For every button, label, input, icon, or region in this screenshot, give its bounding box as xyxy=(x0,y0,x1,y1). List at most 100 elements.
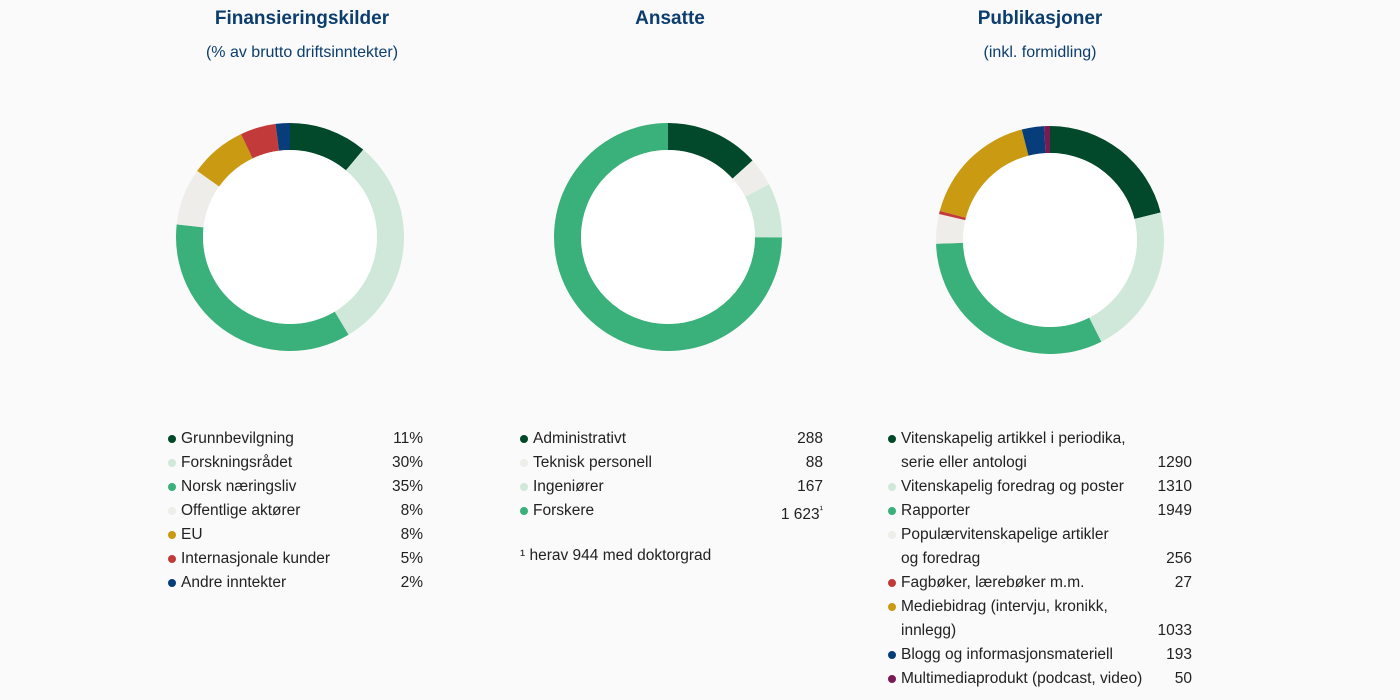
legend-label: EU xyxy=(181,526,203,543)
legend-label: Ingeniører xyxy=(533,478,604,495)
legend-label: Andre inntekter xyxy=(181,574,287,591)
legend-marker xyxy=(888,675,896,683)
legend-label: Vitenskapelig artikkel i periodika, xyxy=(901,430,1126,447)
legend-label: Forskningsrådet xyxy=(181,454,293,471)
legend-value: 288 xyxy=(797,430,823,447)
legend-value: 8% xyxy=(400,526,423,543)
legend-marker xyxy=(888,507,896,515)
chart-title: Finansieringskilder xyxy=(214,8,390,29)
donut-slice xyxy=(1044,126,1050,154)
donut-finansiering xyxy=(176,123,404,351)
legend-value: 35% xyxy=(391,478,423,495)
legend-label: og foredrag xyxy=(901,550,981,567)
legend-label: Blogg og informasjonsmateriell xyxy=(901,646,1113,663)
donut-slice xyxy=(290,123,364,171)
donut-slice xyxy=(745,184,782,238)
legend-value: 256 xyxy=(1166,550,1192,567)
donut-slice xyxy=(334,149,404,335)
legend-value: 1949 xyxy=(1157,502,1192,519)
legend-value: 1310 xyxy=(1157,478,1192,495)
footnote: ¹ herav 944 med doktorgrad xyxy=(520,547,712,564)
donut-slice xyxy=(668,123,753,179)
legend-value: 1290 xyxy=(1157,454,1192,471)
legend-value: 1 623¹ xyxy=(780,505,823,524)
legend-ansatte: Administrativt 288 Teknisk personell 88 Inge… xyxy=(520,427,823,523)
donut-slice xyxy=(275,123,290,151)
legend-item: Ingeniører 167 xyxy=(520,475,823,499)
legend-marker xyxy=(168,435,176,443)
legend-marker xyxy=(168,555,176,563)
legend-label: Norsk næringsliv xyxy=(181,478,297,495)
legend-item: Vitenskapelig artikkel i periodika, serie… xyxy=(888,427,1192,475)
donut-publikasjoner xyxy=(936,126,1164,354)
legend-marker xyxy=(168,459,176,467)
legend-item: Forskere 1 623¹ xyxy=(520,499,823,523)
donut-slice xyxy=(197,134,253,187)
legend-label: Offentlige aktører xyxy=(181,502,301,519)
legend-marker xyxy=(520,459,528,467)
legend-label: Forskere xyxy=(533,502,595,519)
legend-item: Fagbøker, lærebøker m.m. 27 xyxy=(888,571,1192,595)
legend-item: Populærvitenskapelige artikler og foredra… xyxy=(888,523,1192,571)
legend-label: Administrativt xyxy=(533,430,627,447)
donut-slice xyxy=(176,170,220,228)
legend-label: Fagbøker, lærebøker m.m. xyxy=(901,574,1085,591)
legend-label: Mediebidrag (intervju, kronikk, xyxy=(901,598,1108,615)
legend-value: 193 xyxy=(1166,646,1192,663)
donut-slice xyxy=(936,213,966,244)
legend-value: 2% xyxy=(400,574,423,591)
legend-marker xyxy=(168,483,176,491)
legend-publikasjoner: Vitenskapelig artikkel i periodika, serie… xyxy=(888,427,1192,691)
donut-slice xyxy=(1089,212,1164,342)
legend-marker xyxy=(520,435,528,443)
donut-slice xyxy=(1050,126,1161,219)
legend-item: Forskningsrådet 30% xyxy=(168,451,423,475)
legend-label: Rapporter xyxy=(901,502,970,519)
legend-value: 88 xyxy=(805,454,823,471)
legend-value: 30% xyxy=(391,454,423,471)
legend-item: Offentlige aktører 8% xyxy=(168,499,423,523)
legend-value: 11% xyxy=(393,430,423,447)
legend-value: 8% xyxy=(400,502,423,519)
legend-value: 5% xyxy=(400,550,423,567)
donut-hole xyxy=(581,150,755,324)
chart-title: Ansatte xyxy=(635,8,705,29)
legend-item: Internasjonale kunder 5% xyxy=(168,547,423,571)
legend-finansiering: Grunnbevilgning 11% Forskningsrådet 30% Nors… xyxy=(168,427,423,595)
legend-marker xyxy=(888,435,896,443)
donut-slice xyxy=(176,224,349,351)
legend-item: Teknisk personell 88 xyxy=(520,451,823,475)
donut-slice xyxy=(732,160,770,197)
legend-value: 27 xyxy=(1174,574,1192,591)
legend-label: Teknisk personell xyxy=(533,454,652,471)
legend-label: Grunnbevilgning xyxy=(181,430,294,447)
legend-item: Grunnbevilgning 11% xyxy=(168,427,423,451)
legend-marker xyxy=(168,579,176,587)
chart-title: Publikasjoner xyxy=(977,8,1103,29)
legend-item: EU 8% xyxy=(168,523,423,547)
legend-marker xyxy=(888,531,896,539)
legend-marker xyxy=(520,483,528,491)
legend-item: Andre inntekter 2% xyxy=(168,571,423,595)
legend-marker xyxy=(888,651,896,659)
donut-slice xyxy=(939,210,966,221)
legend-value: 50 xyxy=(1174,670,1192,687)
chart-subtitle: (inkl. formidling) xyxy=(983,44,1097,61)
donut-hole xyxy=(963,153,1137,327)
legend-label: innlegg) xyxy=(901,622,957,639)
donut-slice xyxy=(1021,126,1046,156)
legend-label: Vitenskapelig foredrag og poster xyxy=(901,478,1124,495)
legend-marker xyxy=(888,603,896,611)
legend-item: Administrativt 288 xyxy=(520,427,823,451)
legend-value: 1033 xyxy=(1157,622,1192,639)
legend-value: 167 xyxy=(797,478,823,495)
legend-item: Rapporter 1949 xyxy=(888,499,1192,523)
legend-marker xyxy=(888,483,896,491)
legend-marker xyxy=(168,507,176,515)
legend-item: Blogg og informasjonsmateriell 193 xyxy=(888,643,1192,667)
donut-hole xyxy=(203,150,377,324)
legend-label: Multimediaprodukt (podcast, video) xyxy=(901,670,1143,687)
legend-item: Multimediaprodukt (podcast, video) 50 xyxy=(888,667,1192,691)
donut-ansatte xyxy=(554,123,782,351)
chart-subtitle: (% av brutto driftsinntekter) xyxy=(205,44,399,61)
